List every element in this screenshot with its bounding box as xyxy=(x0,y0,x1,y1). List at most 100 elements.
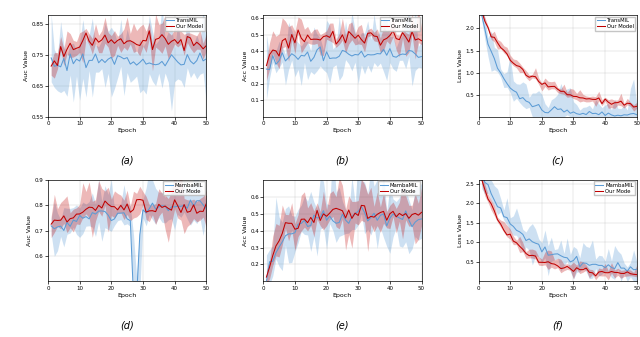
Our Model xyxy=(104,41,112,45)
Our Model xyxy=(513,64,520,68)
Our Model xyxy=(298,36,305,40)
Our Model xyxy=(269,48,276,52)
Our Model xyxy=(598,102,606,106)
MambaMIL xyxy=(193,199,200,203)
Our Mode xyxy=(76,212,83,216)
Our Mode xyxy=(392,215,400,219)
Our Mode xyxy=(335,207,343,211)
Our Mode xyxy=(275,239,283,243)
Our Mode xyxy=(386,212,394,216)
TransMIL xyxy=(418,55,426,59)
MambaMIL xyxy=(190,204,198,208)
TransMIL xyxy=(412,52,419,56)
Our Mode xyxy=(307,215,315,219)
Our Mode xyxy=(339,209,346,213)
Our Mode xyxy=(136,197,143,202)
Legend: TransMIL, Our Model: TransMIL, Our Model xyxy=(164,17,205,31)
Our Mode xyxy=(158,205,166,209)
Our Model xyxy=(161,36,169,40)
Our Model xyxy=(47,64,55,68)
Our Mode xyxy=(478,178,486,182)
MambaMIL xyxy=(361,211,369,215)
MambaMIL xyxy=(332,221,340,225)
MambaMIL xyxy=(418,217,426,221)
Our Mode xyxy=(487,202,495,206)
Y-axis label: Auc Value: Auc Value xyxy=(28,215,32,246)
Our Mode xyxy=(579,268,587,272)
Our Model xyxy=(111,41,118,45)
Our Model xyxy=(560,89,568,93)
Our Model xyxy=(586,97,593,101)
Our Model xyxy=(67,41,74,45)
Our Mode xyxy=(623,270,631,274)
Our Model xyxy=(570,94,577,98)
Our Model xyxy=(550,84,558,88)
Our Model xyxy=(307,37,315,41)
Line: Our Model: Our Model xyxy=(266,30,422,66)
MambaMIL xyxy=(164,209,172,213)
TransMIL xyxy=(291,54,299,58)
Our Mode xyxy=(54,218,61,222)
TransMIL xyxy=(285,56,292,60)
Our Model xyxy=(79,38,86,42)
MambaMIL xyxy=(484,183,492,187)
Our Model xyxy=(294,28,302,32)
Our Model xyxy=(563,93,571,97)
Our Model xyxy=(487,35,495,39)
Our Mode xyxy=(598,270,606,274)
MambaMIL xyxy=(348,214,356,218)
TransMIL xyxy=(532,104,540,108)
TransMIL xyxy=(376,52,384,56)
MambaMIL xyxy=(490,198,498,202)
MambaMIL xyxy=(145,207,153,211)
Line: TransMIL: TransMIL xyxy=(266,47,422,69)
Our Mode xyxy=(278,232,286,236)
Our Mode xyxy=(554,264,561,268)
TransMIL xyxy=(339,49,346,53)
TransMIL xyxy=(275,59,283,63)
Our Model xyxy=(582,97,590,101)
Our Model xyxy=(392,37,400,41)
Our Mode xyxy=(88,206,96,210)
Our Model xyxy=(370,34,378,38)
TransMIL xyxy=(101,60,109,64)
Our Model xyxy=(525,75,533,79)
MambaMIL xyxy=(554,252,561,256)
MambaMIL xyxy=(171,205,179,209)
Our Mode xyxy=(383,218,390,222)
MambaMIL xyxy=(493,205,501,209)
Our Mode xyxy=(525,254,533,258)
Our Model xyxy=(301,40,308,44)
Our Model xyxy=(623,101,631,105)
Our Model xyxy=(262,64,270,68)
Our Mode xyxy=(627,272,634,276)
MambaMIL xyxy=(383,224,390,228)
TransMIL xyxy=(145,61,153,65)
MambaMIL xyxy=(364,219,372,223)
Our Mode xyxy=(529,253,536,257)
MambaMIL xyxy=(95,209,102,213)
TransMIL xyxy=(313,48,321,52)
MambaMIL xyxy=(367,215,375,219)
Our Mode xyxy=(98,206,106,210)
TransMIL xyxy=(98,57,106,61)
Our Model xyxy=(82,31,90,35)
Legend: TransMIL, Our Model: TransMIL, Our Model xyxy=(380,17,420,31)
Our Mode xyxy=(367,214,375,218)
TransMIL xyxy=(348,54,356,58)
MambaMIL xyxy=(278,240,286,244)
Our Model xyxy=(614,100,621,104)
TransMIL xyxy=(547,108,555,112)
Our Mode xyxy=(291,227,299,231)
Our Mode xyxy=(396,211,403,215)
Our Mode xyxy=(566,267,574,271)
Line: Our Model: Our Model xyxy=(482,11,637,107)
MambaMIL xyxy=(563,256,571,260)
Our Mode xyxy=(266,265,273,269)
TransMIL xyxy=(79,52,86,56)
Our Model xyxy=(633,104,640,109)
Our Mode xyxy=(570,269,577,273)
Our Model xyxy=(316,38,324,42)
Our Mode xyxy=(380,209,387,213)
TransMIL xyxy=(500,76,508,81)
